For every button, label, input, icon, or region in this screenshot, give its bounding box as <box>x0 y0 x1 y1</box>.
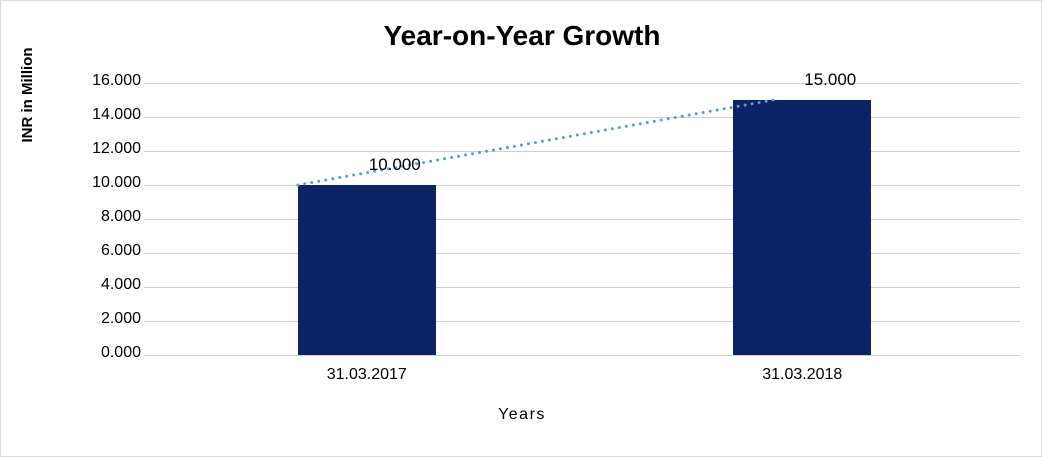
y-axis-tick-label: 14.000 <box>92 106 141 123</box>
gridline <box>149 355 1020 356</box>
y-axis-tick-mark <box>144 117 149 118</box>
y-axis-tick-label: 8.000 <box>100 208 141 225</box>
y-axis-tick-mark <box>144 151 149 152</box>
gridline <box>149 83 1020 84</box>
x-axis-title: Years <box>498 406 546 423</box>
gridline <box>149 253 1020 254</box>
y-axis-tick-mark <box>144 253 149 254</box>
y-axis-tick-mark <box>144 287 149 288</box>
y-axis-tick-label: 10.000 <box>92 174 141 191</box>
y-axis-tick-mark <box>144 83 149 84</box>
y-axis-tick-label: 6.000 <box>100 242 141 259</box>
bar[interactable] <box>297 185 436 355</box>
gridline <box>149 287 1020 288</box>
y-axis-tick-label: 4.000 <box>100 276 141 293</box>
y-axis-tick-mark <box>144 321 149 322</box>
y-axis-tick-mark <box>144 219 149 220</box>
gridline <box>149 117 1020 118</box>
y-axis-tick-label: 16.000 <box>92 72 141 89</box>
gridline <box>149 151 1020 152</box>
y-axis-tick-mark <box>144 355 149 356</box>
plot-area <box>149 83 1020 356</box>
y-axis-tick-mark <box>144 185 149 186</box>
gridline <box>149 321 1020 322</box>
y-axis-tick-label: 0.000 <box>100 344 141 361</box>
gridline <box>149 219 1020 220</box>
bar-data-label: 10.000 <box>368 155 421 174</box>
gridline <box>149 185 1020 186</box>
x-axis-category-label: 31.03.2018 <box>762 366 843 383</box>
y-axis-title: INR in Million <box>19 47 36 143</box>
y-axis-tick-label: 2.000 <box>100 310 141 327</box>
bar[interactable] <box>733 100 872 355</box>
x-axis-category-label: 31.03.2017 <box>326 366 407 383</box>
bar-data-label: 15.000 <box>804 70 857 89</box>
y-axis-tick-label: 12.000 <box>92 140 141 157</box>
chart-title: Year-on-Year Growth <box>383 20 661 51</box>
